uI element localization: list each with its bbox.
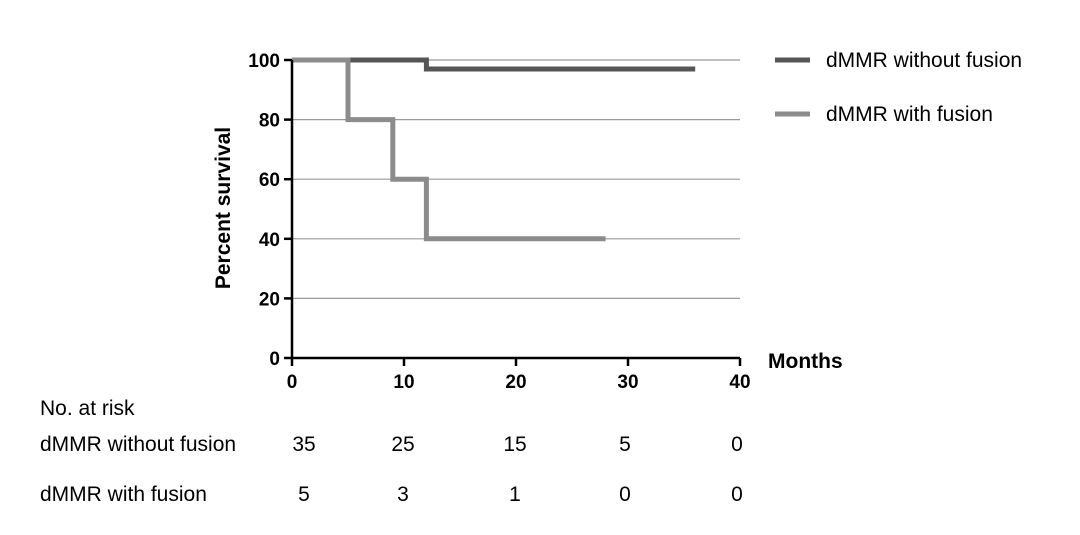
y-tick-label-100: 100 xyxy=(248,51,280,72)
risk-cell: 0 xyxy=(731,433,743,456)
y-axis-label: Percent survival xyxy=(212,127,235,289)
grid-lines xyxy=(292,60,740,298)
risk-cell: 1 xyxy=(509,483,521,506)
risk-cell: 5 xyxy=(619,433,631,456)
y-tick-label-80: 80 xyxy=(259,111,280,132)
y-tick-label-0: 0 xyxy=(269,349,280,370)
x-tick-label-10: 10 xyxy=(393,372,414,393)
risk-cell: 5 xyxy=(298,483,310,506)
legend-label-1: dMMR without fusion xyxy=(826,49,1022,72)
risk-cell: 0 xyxy=(619,483,631,506)
risk-cell: 15 xyxy=(503,433,526,456)
y-tick-label-60: 60 xyxy=(259,170,280,191)
risk-table: No. at risk dMMR without fusion 35 25 15 5 0d… xyxy=(40,397,743,506)
x-axis-label: Months xyxy=(768,350,843,373)
y-tick-label-40: 40 xyxy=(259,230,280,251)
y-tick-label-20: 20 xyxy=(259,289,280,310)
x-tick-label-0: 0 xyxy=(287,372,298,393)
risk-cell: 35 xyxy=(292,433,315,456)
series-line-2 xyxy=(292,60,606,239)
legend-label-2: dMMR with fusion xyxy=(826,103,993,126)
series-lines xyxy=(292,60,695,239)
axes: 0 20 40 60 80 100 0 10 20 30 40 xyxy=(248,51,750,393)
risk-row-label-1: dMMR without fusion xyxy=(40,433,236,456)
risk-cell: 3 xyxy=(397,483,409,506)
risk-cell: 0 xyxy=(731,483,743,506)
risk-table-header: No. at risk xyxy=(40,397,135,420)
x-tick-label-40: 40 xyxy=(729,372,750,393)
legend: dMMR without fusion dMMR with fusion xyxy=(775,49,1022,126)
risk-cell: 25 xyxy=(391,433,414,456)
risk-row-label-2: dMMR with fusion xyxy=(40,483,207,506)
x-tick-label-30: 30 xyxy=(617,372,638,393)
x-tick-label-20: 20 xyxy=(505,372,526,393)
series-line-1 xyxy=(292,60,695,69)
